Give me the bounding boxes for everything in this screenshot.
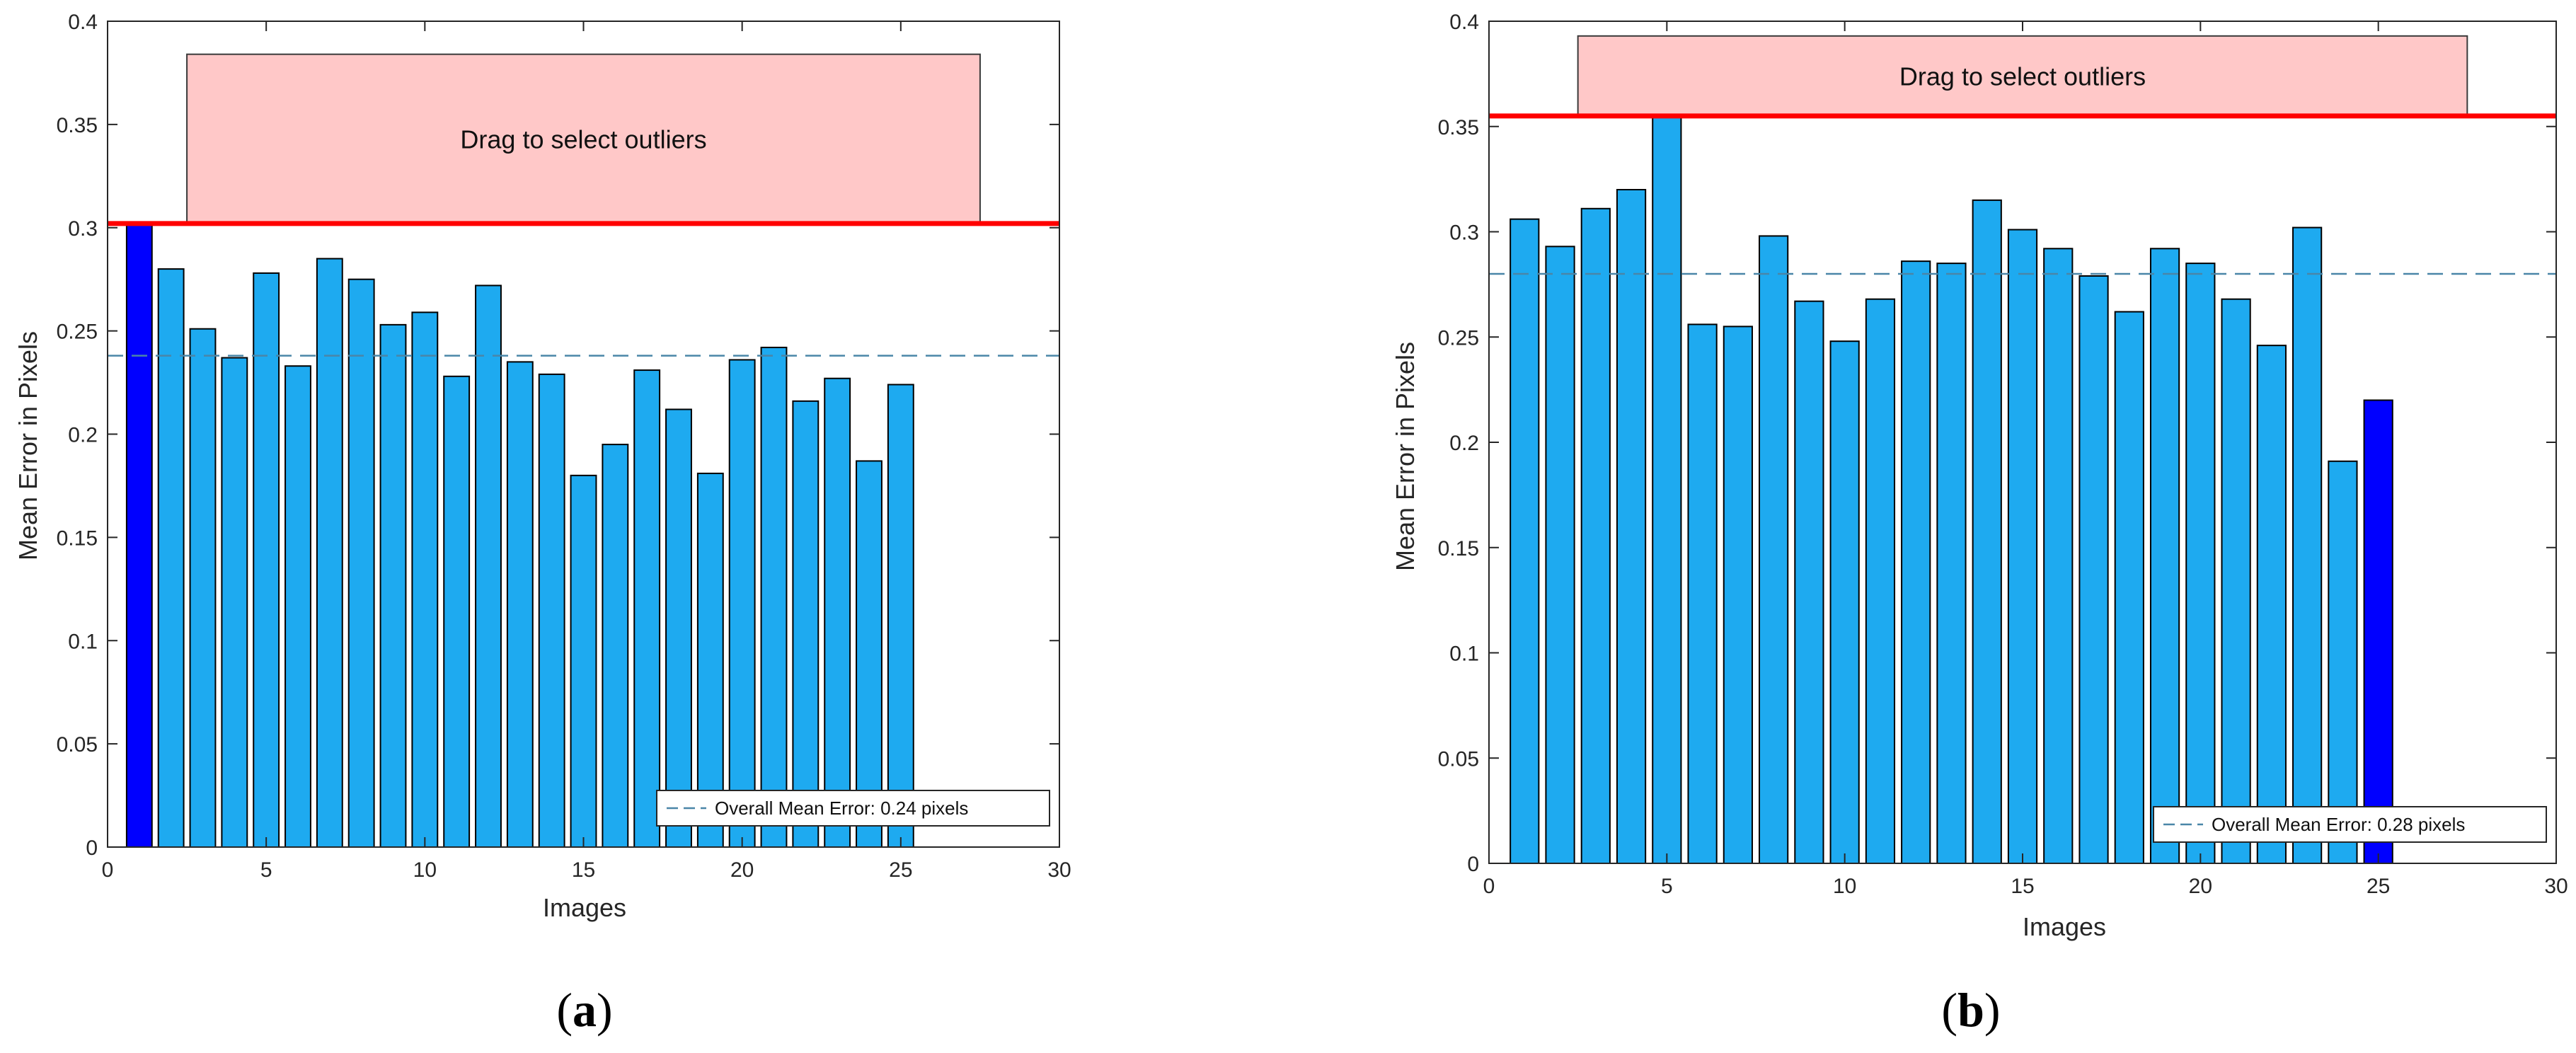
chart-b-x-tick-label: 20 [2189,875,2212,898]
chart-b-bar-5 [1652,115,1682,864]
chart-a-bar-20 [728,359,756,848]
chart-a-x-tick-label: 25 [889,858,912,882]
chart-a-bar-7 [316,258,343,848]
chart-b-y-tick-label: 0.4 [1449,11,1479,34]
chart-b-bar-10 [1829,340,1860,864]
chart-b-panel-label: (b) [1941,983,2000,1037]
chart-b-bar-15 [2007,229,2038,864]
chart-b-bar-8 [1759,235,1789,864]
chart-b-x-tick-label: 30 [2544,875,2568,898]
chart-b-x-tick-label: 5 [1661,875,1673,898]
chart-a-bar-1 [125,222,153,848]
chart-b-bar-17 [2078,275,2109,865]
chart-a-bar-2 [157,268,185,848]
chart-a-bar-19 [696,472,724,848]
chart-a-bar-12 [475,284,502,848]
chart-a-bar-21 [760,346,788,848]
chart-a-x-tick-label: 5 [260,858,272,882]
chart-a-outlier-selection-box [186,53,981,224]
chart-a-x-tick-label: 20 [730,858,754,882]
chart-b-bar-21 [2221,298,2251,864]
chart-a-bar-9 [379,323,407,848]
chart-panel-b: Mean Error in Pixels Images (b) Drag to … [1391,11,2568,1037]
chart-a-x-tick-label: 15 [572,858,595,882]
chart-a-y-tick-label: 0.4 [68,11,98,34]
chart-b-bar-16 [2043,248,2074,864]
chart-a-y-tick-label: 0.2 [68,424,98,447]
chart-a-y-tick-label: 0.05 [57,733,98,756]
chart-b-legend-label: Overall Mean Error: 0.28 pixels [2212,814,2465,835]
chart-b-bar-19 [2149,248,2180,864]
chart-b-bar-24 [2328,460,2358,864]
chart-a-bar-3 [189,328,217,848]
chart-b-x-axis-label: Images [2023,912,2106,941]
chart-a-bar-11 [443,375,471,848]
chart-b-bar-11 [1865,298,1896,864]
chart-a-bar-14 [538,373,565,848]
chart-b-y-tick-label: 0.15 [1438,537,1479,560]
chart-a-legend-box [656,790,1050,827]
chart-a-bar-22 [792,400,820,848]
chart-a-bar-13 [506,361,534,848]
chart-b-bar-22 [2256,345,2287,864]
chart-b-bar-23 [2292,226,2323,864]
chart-b-y-tick-label: 0.1 [1449,643,1479,666]
chart-a-bar-24 [856,460,882,848]
chart-panel-a: Mean Error in Pixels Images (a) Drag to … [13,11,1071,1037]
chart-b-bar-14 [1972,199,2002,864]
chart-a-y-tick-label: 0.35 [57,114,98,137]
chart-a-legend-label: Overall Mean Error: 0.24 pixels [715,798,968,819]
chart-a-x-tick-label: 0 [102,858,114,882]
chart-b-bar-1 [1510,218,1540,864]
chart-a-bar-23 [824,377,851,848]
chart-b-legend-box [2153,806,2547,843]
chart-b-y-axis-label: Mean Error in Pixels [1391,342,1420,571]
chart-a-outlier-label: Drag to select outliers [460,125,706,154]
chart-a-y-tick-label: 0 [86,836,98,860]
chart-a-y-axis-label: Mean Error in Pixels [13,331,42,560]
chart-a-y-tick-label: 0.25 [57,321,98,344]
chart-b-outlier-selection-box [1577,35,2468,117]
chart-a-bar-8 [347,278,375,848]
chart-a-x-tick-label: 10 [413,858,437,882]
chart-a-x-axis-label: Images [543,893,626,922]
chart-a-bar-15 [570,474,597,848]
chart-b-bar-6 [1687,323,1718,864]
chart-a-bar-5 [253,272,280,848]
chart-b-bar-9 [1794,300,1824,864]
chart-b-bar-13 [1936,263,1967,864]
chart-b-bar-18 [2114,311,2144,864]
chart-a-x-tick-label: 30 [1047,858,1071,882]
chart-a-y-tick-label: 0.1 [68,630,98,653]
chart-b-bar-25 [2363,399,2393,864]
chart-b-y-tick-label: 0 [1467,853,1479,876]
chart-a-bar-18 [665,408,692,848]
chart-b-bar-2 [1545,246,1575,864]
chart-a-panel-label: (a) [556,983,612,1037]
chart-b-x-tick-label: 10 [1833,875,1856,898]
chart-b-bar-20 [2185,263,2216,864]
chart-b-y-tick-label: 0.05 [1438,747,1479,771]
chart-b-x-tick-label: 0 [1483,875,1495,898]
chart-b-bar-4 [1616,189,1647,864]
chart-a-bar-17 [633,369,661,848]
chart-a-bar-6 [284,365,311,848]
chart-b-bar-12 [1901,260,1931,864]
chart-a-bar-25 [887,384,914,848]
chart-a-bar-16 [602,444,629,848]
chart-b-bar-3 [1580,207,1611,864]
chart-b-y-tick-label: 0.2 [1449,432,1479,455]
chart-b-x-tick-label: 15 [2011,875,2034,898]
chart-a-bar-10 [411,311,439,848]
chart-b-y-tick-label: 0.25 [1438,326,1479,350]
chart-a-bar-4 [221,357,248,848]
chart-b-y-tick-label: 0.35 [1438,116,1479,139]
chart-b-x-tick-label: 25 [2367,875,2390,898]
chart-b-y-tick-label: 0.3 [1449,221,1479,245]
chart-b-bar-7 [1723,326,1753,864]
chart-a-y-tick-label: 0.3 [68,217,98,241]
chart-a-y-tick-label: 0.15 [57,526,98,550]
chart-b-outlier-label: Drag to select outliers [1899,62,2146,91]
